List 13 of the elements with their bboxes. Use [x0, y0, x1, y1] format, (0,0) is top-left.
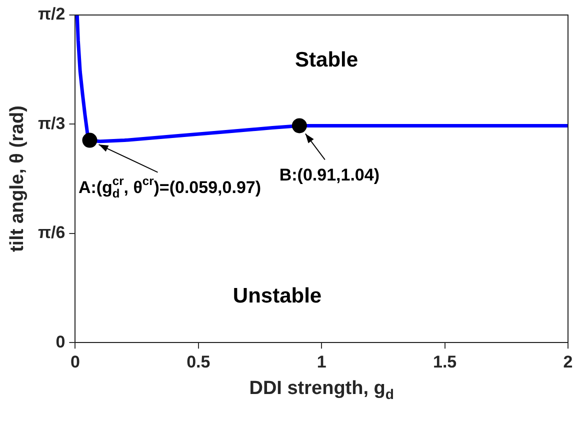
x-tick-label: 0.5 [186, 352, 210, 372]
x-tick-label: 2 [563, 352, 573, 372]
y-axis-title: tilt angle, θ (rad) [7, 106, 28, 252]
x-tick-label: 1.5 [432, 352, 457, 372]
y-tick-label: π/2 [38, 4, 66, 24]
y-tick-label: π/3 [38, 114, 66, 133]
annotation: Unstable [232, 284, 322, 308]
annotation: Stable [295, 48, 358, 72]
annotation: B:(0.91,1.04) [279, 165, 380, 184]
x-tick-label: 1 [316, 352, 326, 372]
y-tick-label: 0 [56, 332, 66, 352]
y-tick-label: π/6 [38, 223, 66, 242]
x-tick-label: 0 [70, 352, 80, 372]
